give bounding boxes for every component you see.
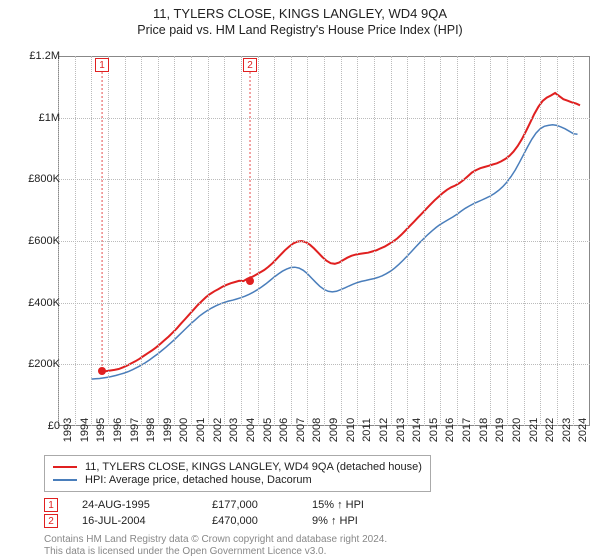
x-axis-label: 2010: [345, 418, 357, 442]
gridline-v: [158, 56, 159, 426]
x-axis-label: 1998: [145, 418, 157, 442]
gridline-v: [307, 56, 308, 426]
event-price: £177,000: [212, 499, 312, 511]
gridline-v: [91, 56, 92, 426]
x-axis-label: 2011: [361, 418, 373, 442]
gridline-v: [573, 56, 574, 426]
y-axis-label: £600K: [28, 235, 60, 247]
x-axis-label: 1993: [62, 418, 74, 442]
x-axis-label: 1997: [129, 418, 141, 442]
gridline-v: [324, 56, 325, 426]
event-row: 2 16-JUL-2004 £470,000 9% ↑ HPI: [44, 514, 412, 528]
event-marker-label: 1: [95, 58, 109, 72]
gridline-v: [490, 56, 491, 426]
gridline-v: [424, 56, 425, 426]
y-axis-label: £0: [48, 420, 60, 432]
x-axis-label: 2017: [461, 418, 473, 442]
legend-swatch: [53, 479, 77, 481]
legend-box: 11, TYLERS CLOSE, KINGS LANGLEY, WD4 9QA…: [44, 455, 431, 492]
gridline-v: [224, 56, 225, 426]
plot-area: 12: [58, 56, 590, 426]
gridline-v: [208, 56, 209, 426]
x-axis-label: 1999: [162, 418, 174, 442]
x-axis-label: 2005: [262, 418, 274, 442]
gridline-v: [241, 56, 242, 426]
gridline-v: [341, 56, 342, 426]
gridline-v: [374, 56, 375, 426]
attribution-footer: Contains HM Land Registry data © Crown c…: [44, 534, 387, 557]
x-axis-label: 2012: [378, 418, 390, 442]
legend-label: 11, TYLERS CLOSE, KINGS LANGLEY, WD4 9QA…: [85, 461, 422, 473]
x-axis-label: 2009: [328, 418, 340, 442]
x-axis-label: 2023: [561, 418, 573, 442]
x-axis-label: 2004: [245, 418, 257, 442]
gridline-v: [75, 56, 76, 426]
y-axis-label: £400K: [28, 297, 60, 309]
event-point-icon: [246, 277, 254, 285]
x-axis-label: 2020: [511, 418, 523, 442]
x-axis-label: 2002: [212, 418, 224, 442]
event-note: 9% ↑ HPI: [312, 515, 412, 527]
footer-line-1: Contains HM Land Registry data © Crown c…: [44, 534, 387, 545]
gridline-v: [391, 56, 392, 426]
x-axis-label: 2003: [228, 418, 240, 442]
y-axis-label: £200K: [28, 358, 60, 370]
event-note: 15% ↑ HPI: [312, 499, 412, 511]
x-axis-label: 2008: [311, 418, 323, 442]
gridline-v: [191, 56, 192, 426]
x-axis-label: 2007: [295, 418, 307, 442]
x-axis-label: 1994: [79, 418, 91, 442]
gridline-v: [457, 56, 458, 426]
x-axis-label: 1996: [112, 418, 124, 442]
event-marker-label: 2: [243, 58, 257, 72]
gridline-v: [274, 56, 275, 426]
gridline-v: [474, 56, 475, 426]
gridline-v: [357, 56, 358, 426]
event-point-icon: [98, 367, 106, 375]
x-axis-label: 2014: [411, 418, 423, 442]
gridline-v: [407, 56, 408, 426]
legend-item: 11, TYLERS CLOSE, KINGS LANGLEY, WD4 9QA…: [53, 461, 422, 473]
x-axis-label: 2024: [577, 418, 589, 442]
gridline-v: [557, 56, 558, 426]
x-axis-label: 2015: [428, 418, 440, 442]
gridline-v: [108, 56, 109, 426]
gridline-v: [258, 56, 259, 426]
footer-line-2: This data is licensed under the Open Gov…: [44, 546, 326, 557]
x-axis-label: 2016: [444, 418, 456, 442]
legend-item: HPI: Average price, detached house, Daco…: [53, 474, 422, 486]
legend-swatch: [53, 466, 77, 468]
gridline-v: [125, 56, 126, 426]
gridline-v: [141, 56, 142, 426]
x-axis-label: 2018: [478, 418, 490, 442]
event-date: 24-AUG-1995: [82, 499, 212, 511]
x-axis-label: 2006: [278, 418, 290, 442]
gridline-v: [507, 56, 508, 426]
gridline-v: [291, 56, 292, 426]
x-axis-label: 2000: [178, 418, 190, 442]
event-table: 1 24-AUG-1995 £177,000 15% ↑ HPI 2 16-JU…: [44, 496, 412, 530]
event-date: 16-JUL-2004: [82, 515, 212, 527]
gridline-v: [440, 56, 441, 426]
y-axis-label: £800K: [28, 173, 60, 185]
x-axis-label: 2019: [494, 418, 506, 442]
chart-subtitle: Price paid vs. HM Land Registry's House …: [0, 21, 600, 43]
event-price: £470,000: [212, 515, 312, 527]
gridline-v: [524, 56, 525, 426]
x-axis-label: 1995: [95, 418, 107, 442]
chart-container: 11, TYLERS CLOSE, KINGS LANGLEY, WD4 9QA…: [0, 0, 600, 560]
y-axis-label: £1M: [39, 112, 60, 124]
gridline-v: [540, 56, 541, 426]
legend-label: HPI: Average price, detached house, Daco…: [85, 474, 312, 486]
x-axis-label: 2022: [544, 418, 556, 442]
x-axis-label: 2013: [395, 418, 407, 442]
x-axis-label: 2021: [528, 418, 540, 442]
event-row: 1 24-AUG-1995 £177,000 15% ↑ HPI: [44, 498, 412, 512]
event-marker-icon: 1: [44, 498, 58, 512]
chart-title: 11, TYLERS CLOSE, KINGS LANGLEY, WD4 9QA: [0, 0, 600, 21]
gridline-v: [174, 56, 175, 426]
y-axis-label: £1.2M: [29, 50, 60, 62]
event-marker-icon: 2: [44, 514, 58, 528]
x-axis-label: 2001: [195, 418, 207, 442]
